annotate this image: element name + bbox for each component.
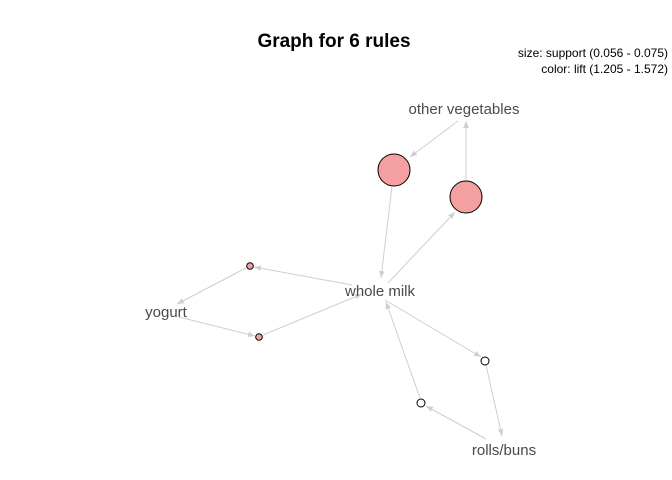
item-labels: other vegetables whole milk yogurt rolls…	[145, 101, 536, 459]
legend-color: color: lift (1.205 - 1.572)	[541, 62, 668, 76]
item-label-yogurt: yogurt	[145, 304, 188, 321]
edge-whole-milk-to-r2	[387, 211, 456, 284]
edge-r6-to-whole-milk	[385, 301, 421, 399]
rule-node-r3	[246, 262, 254, 270]
rule-node-r2	[449, 180, 483, 214]
edge-r5-to-rolls-buns	[485, 364, 504, 437]
edge-r3-to-yogurt	[176, 267, 247, 305]
edges	[176, 120, 504, 440]
edge-other-vegetables-to-r1	[409, 120, 459, 158]
edge-yogurt-to-r4	[178, 316, 256, 338]
item-label-rolls-buns: rolls/buns	[472, 442, 536, 459]
item-label-other-vegetables: other vegetables	[409, 101, 520, 118]
edge-whole-milk-to-r5	[384, 299, 482, 358]
edge-r1-to-whole-milk	[379, 185, 393, 279]
rule-nodes	[246, 153, 490, 408]
rule-node-r4	[255, 333, 263, 341]
edge-rolls-buns-to-r6	[425, 405, 487, 440]
graph-title: Graph for 6 rules	[257, 31, 410, 52]
rule-node-r5	[480, 356, 490, 366]
edge-r4-to-whole-milk	[262, 293, 363, 336]
edge-whole-milk-to-r3	[253, 265, 353, 286]
rule-node-r6	[416, 398, 426, 408]
rule-node-r1	[377, 153, 411, 187]
item-label-whole-milk: whole milk	[344, 283, 416, 300]
legend-size: size: support (0.056 - 0.075)	[518, 46, 668, 60]
